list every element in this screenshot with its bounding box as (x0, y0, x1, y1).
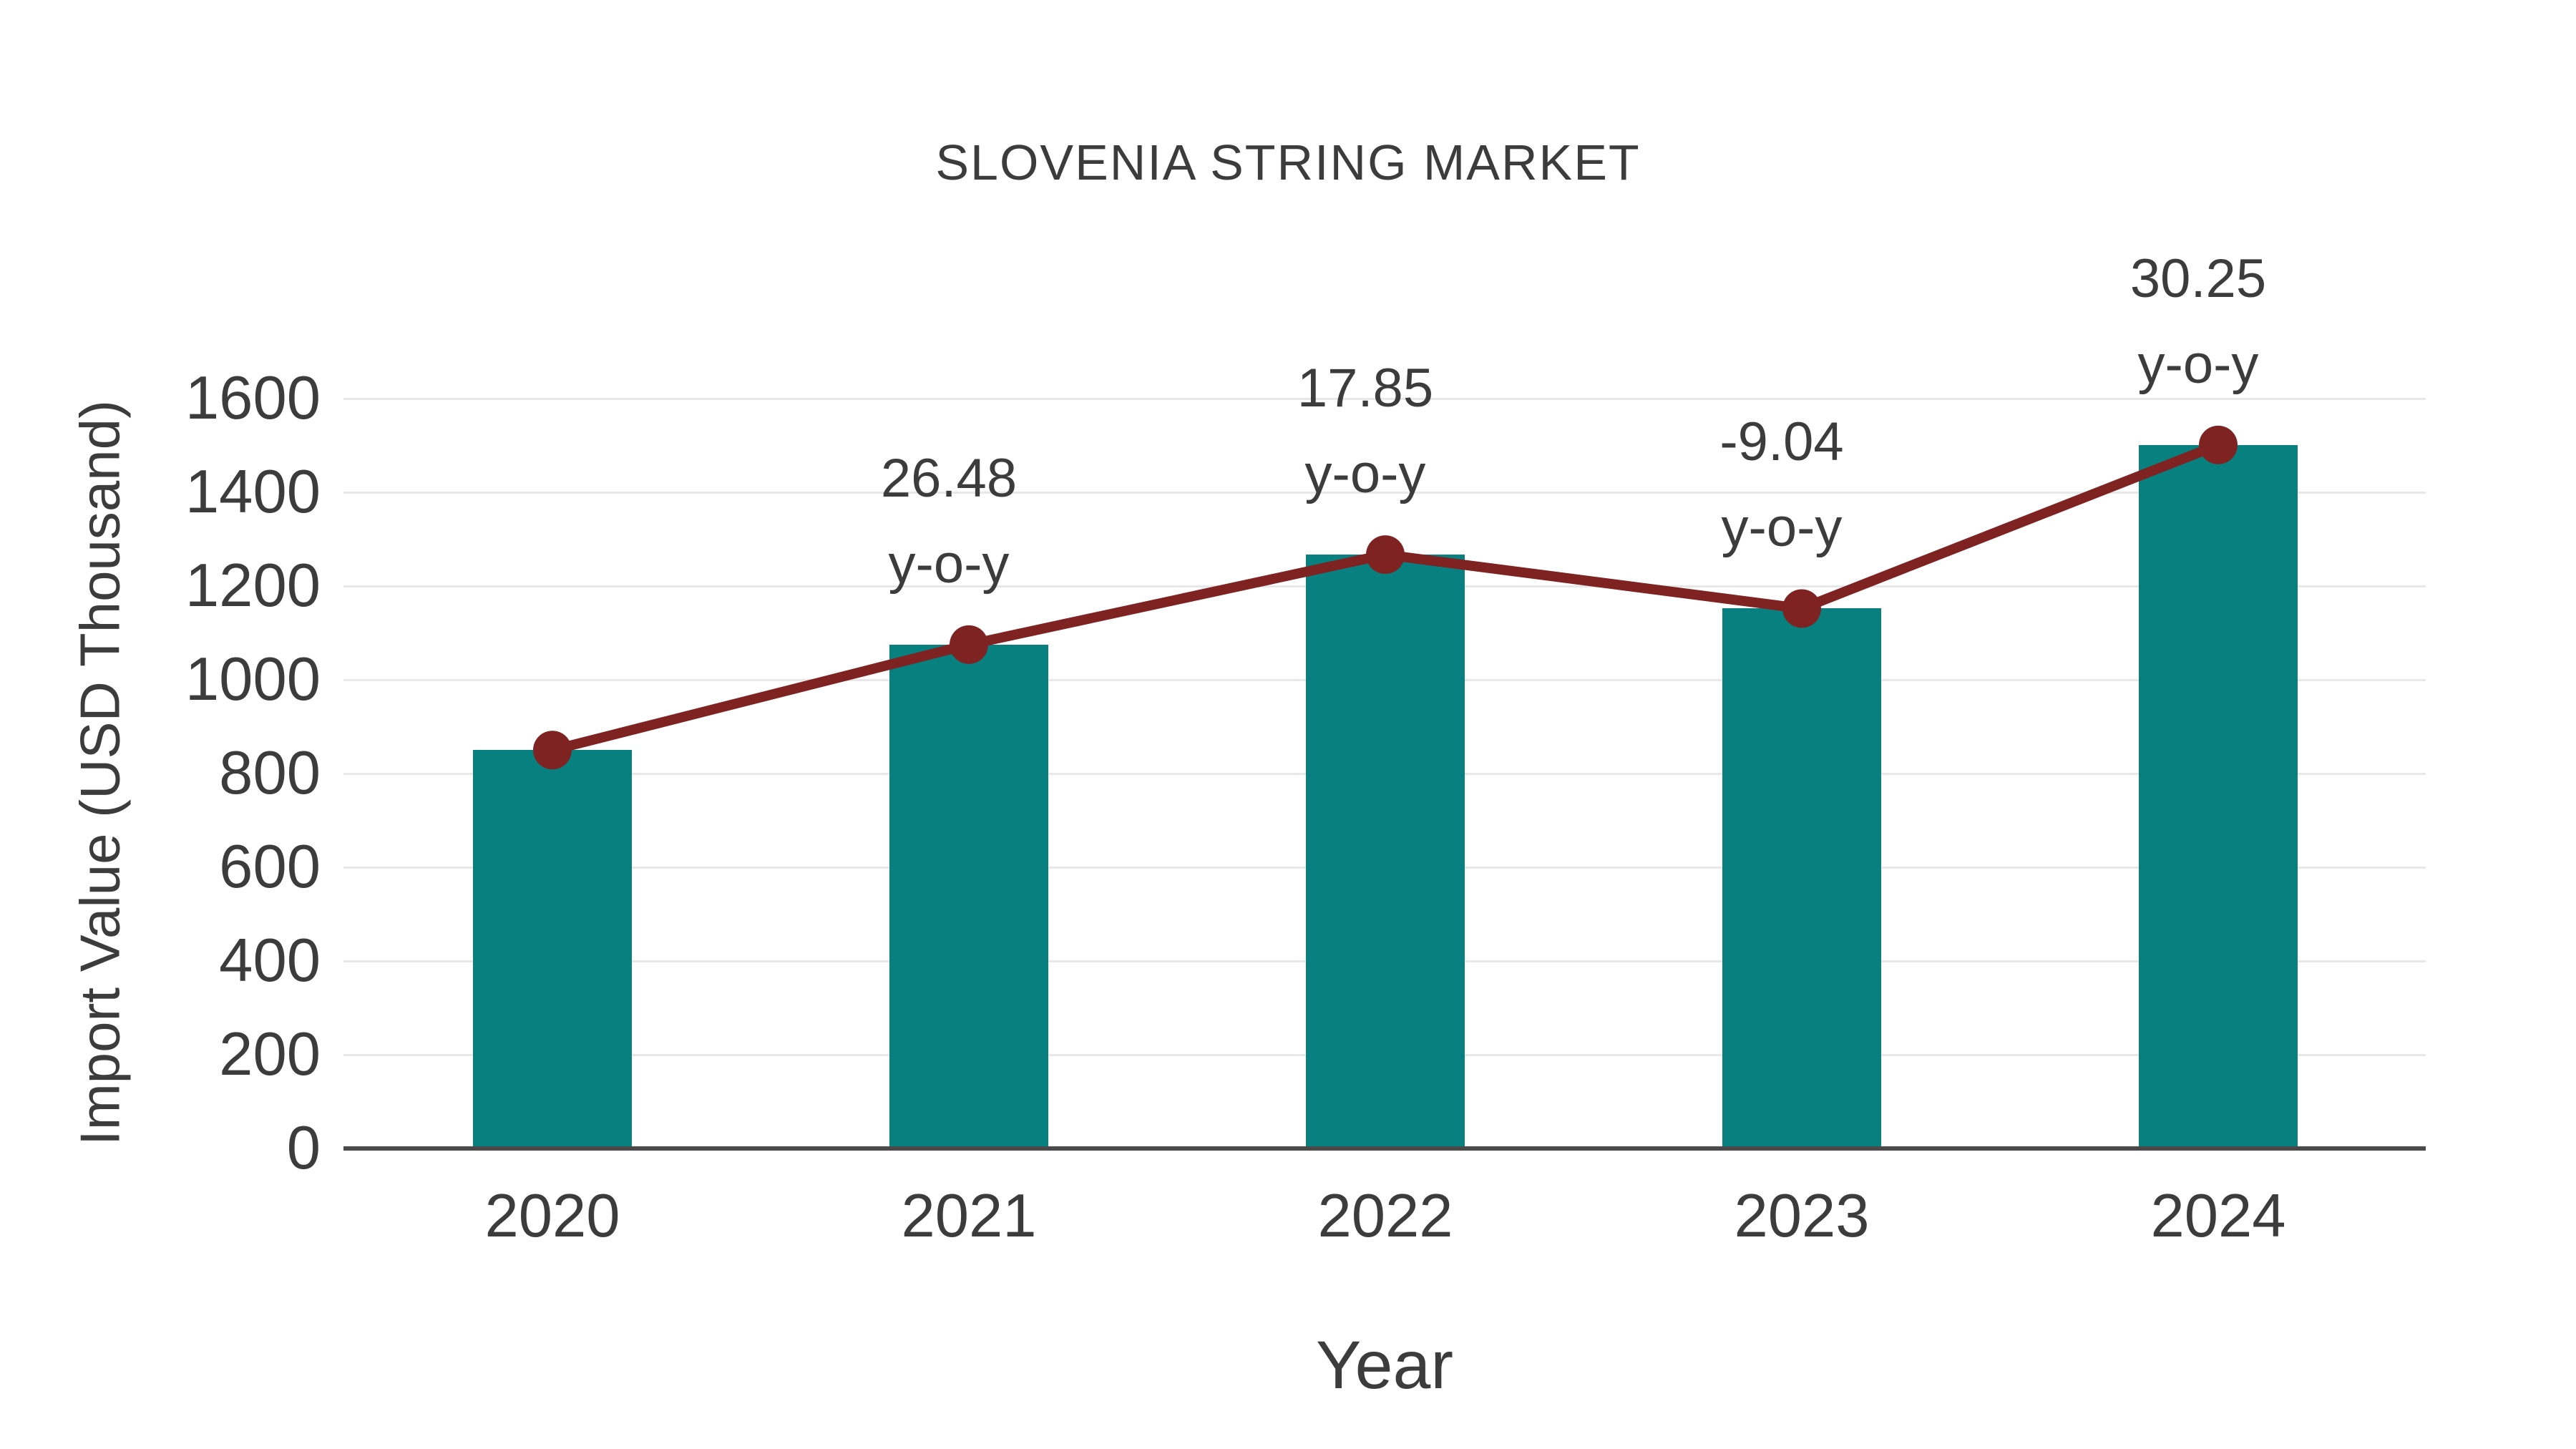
chart-title: SLOVENIA STRING MARKET (935, 135, 1641, 190)
x-tick-label-2020: 2020 (484, 1182, 620, 1250)
data-point-marker-2020 (533, 731, 572, 770)
x-tick-label-2022: 2022 (1317, 1182, 1453, 1250)
gridline (343, 397, 2426, 400)
growth-suffix: y-o-y (2137, 333, 2259, 395)
growth-annotation-2022: 17.85 y-o-y (1151, 346, 1580, 517)
plot-area: 26.48 y-o-y 17.85 y-o-y -9.04 y-o-y 30.25 y-o-y (343, 248, 2426, 1151)
growth-value: -9.04 (1719, 411, 1844, 473)
x-tick-label-2021: 2021 (901, 1182, 1037, 1250)
y-tick-label: 1600 (185, 364, 321, 432)
growth-annotation-2024: 30.25 y-o-y (1984, 236, 2413, 408)
growth-suffix: y-o-y (888, 533, 1010, 595)
bar-2023 (1722, 608, 1881, 1148)
bar-2020 (473, 750, 632, 1148)
data-point-marker-2022 (1366, 535, 1405, 575)
bar-2024 (2139, 444, 2298, 1148)
x-axis-line (343, 1146, 2426, 1151)
growth-annotation-2023: -9.04 y-o-y (1567, 399, 1996, 571)
growth-value: 17.85 (1297, 358, 1434, 419)
bar-2022 (1306, 555, 1465, 1148)
y-tick-label: 800 (219, 739, 321, 807)
y-tick-label: 0 (286, 1114, 321, 1182)
y-tick-label: 1400 (185, 458, 321, 526)
growth-suffix: y-o-y (1304, 444, 1426, 505)
data-point-marker-2024 (2199, 425, 2238, 464)
y-tick-label: 200 (219, 1020, 321, 1088)
y-tick-label: 600 (219, 833, 321, 901)
growth-value: 26.48 (880, 447, 1018, 509)
bar-2021 (889, 644, 1048, 1148)
y-tick-label: 400 (219, 927, 321, 995)
x-axis-title: Year (1316, 1327, 1453, 1403)
growth-suffix: y-o-y (1721, 497, 1843, 559)
x-tick-label-2024: 2024 (2150, 1182, 2286, 1250)
gridline (343, 491, 2426, 494)
y-tick-label: 1200 (185, 552, 321, 620)
data-point-marker-2021 (950, 625, 988, 664)
y-tick-label: 1000 (185, 645, 321, 713)
x-tick-label-2023: 2023 (1734, 1182, 1870, 1250)
growth-value: 30.25 (2129, 248, 2267, 309)
trend-line-layer (533, 425, 2238, 770)
growth-annotation-2021: 26.48 y-o-y (734, 436, 1163, 608)
data-point-marker-2023 (1782, 589, 1821, 628)
